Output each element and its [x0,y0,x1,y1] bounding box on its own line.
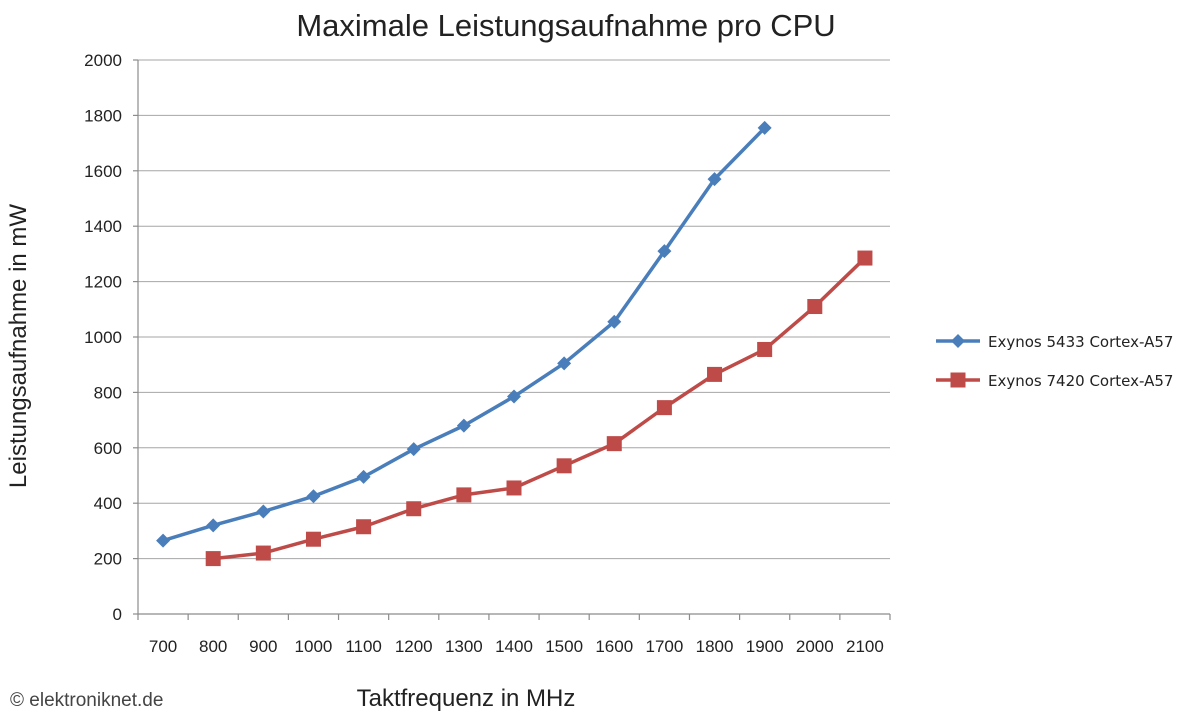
data-point [356,469,371,484]
x-tick-label: 700 [149,637,177,656]
legend-marker [950,372,966,388]
legend-marker [951,334,965,348]
y-axis-ticks: 0 200 400 600 800 1000 1200 1400 1600 1800 2000 [84,51,122,624]
x-tick-label: 1600 [595,637,633,656]
x-axis-title: Taktfrequenz in MHz [357,685,576,712]
data-point [757,120,772,135]
data-point [656,400,672,416]
data-point [356,519,372,535]
y-tick-label: 1200 [84,273,122,292]
x-tick-label: 1200 [395,637,433,656]
y-tick-label: 2000 [84,51,122,70]
series-line [162,126,766,543]
data-point [707,172,722,187]
y-tick-label: 1400 [84,217,122,236]
x-tick-label: 800 [199,637,227,656]
series-2 [205,250,873,567]
data-point [456,487,472,503]
y-tick-label: 800 [94,383,122,402]
data-point [305,531,321,547]
legend-label: Exynos 5433 Cortex-A57 [988,333,1173,351]
x-tick-label: 1500 [545,637,583,656]
data-point [256,504,271,519]
x-tick-label: 1700 [645,637,683,656]
series-1 [156,120,772,548]
data-point [807,299,823,315]
legend-label: Exynos 7420 Cortex-A57 [988,372,1173,390]
y-tick-label: 600 [94,439,122,458]
y-tick-label: 0 [113,605,122,624]
x-tick-label: 900 [249,637,277,656]
legend-item: Exynos 7420 Cortex-A57 [936,372,1173,390]
x-tick-label: 2000 [796,637,834,656]
axes [133,59,891,620]
legend: Exynos 5433 Cortex-A57 Exynos 7420 Cortex… [936,333,1173,390]
gridlines [138,59,890,560]
y-axis-title: Leistungsaufnahme in mW [5,204,32,488]
data-point [255,545,271,561]
y-tick-label: 400 [94,494,122,513]
data-point [557,356,572,371]
y-tick-label: 1800 [84,106,122,125]
x-axis-ticks: 700 800 900 1000 1100 1200 1300 1400 1500 1600 170… [149,637,884,656]
data-point [456,418,471,433]
data-point [556,458,572,474]
series-layer [156,120,873,567]
data-point [606,436,622,452]
legend-item: Exynos 5433 Cortex-A57 [936,333,1173,351]
y-tick-label: 1600 [84,162,122,181]
x-tick-label: 1900 [746,637,784,656]
x-tick-label: 1000 [295,637,333,656]
series-line [213,256,867,561]
data-point [156,533,171,548]
data-point [306,489,321,504]
data-point [406,442,421,457]
x-tick-label: 2100 [846,637,884,656]
data-point [506,480,522,496]
chart-title: Maximale Leistungsaufnahme pro CPU [296,8,835,43]
y-tick-label: 1000 [84,328,122,347]
data-point [707,366,723,382]
data-point [757,341,773,357]
data-point [657,244,672,259]
data-point [205,551,221,567]
data-point [206,518,221,533]
data-point [607,314,622,329]
data-point [507,389,521,404]
data-point [857,250,873,266]
watermark: © elektroniknet.de [10,690,163,711]
x-tick-label: 1400 [495,637,533,656]
x-tick-label: 1100 [345,637,382,656]
x-tick-label: 1300 [445,637,483,656]
x-tick-label: 1800 [696,637,734,656]
data-point [406,501,422,517]
y-tick-label: 200 [94,550,122,569]
